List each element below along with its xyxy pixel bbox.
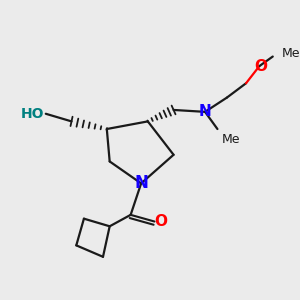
Text: O: O (155, 214, 168, 229)
Text: O: O (254, 58, 267, 74)
Text: Me: Me (221, 133, 240, 146)
Text: N: N (134, 174, 148, 192)
Text: Me: Me (281, 47, 300, 60)
Text: N: N (199, 104, 212, 119)
Text: HO: HO (20, 107, 44, 121)
